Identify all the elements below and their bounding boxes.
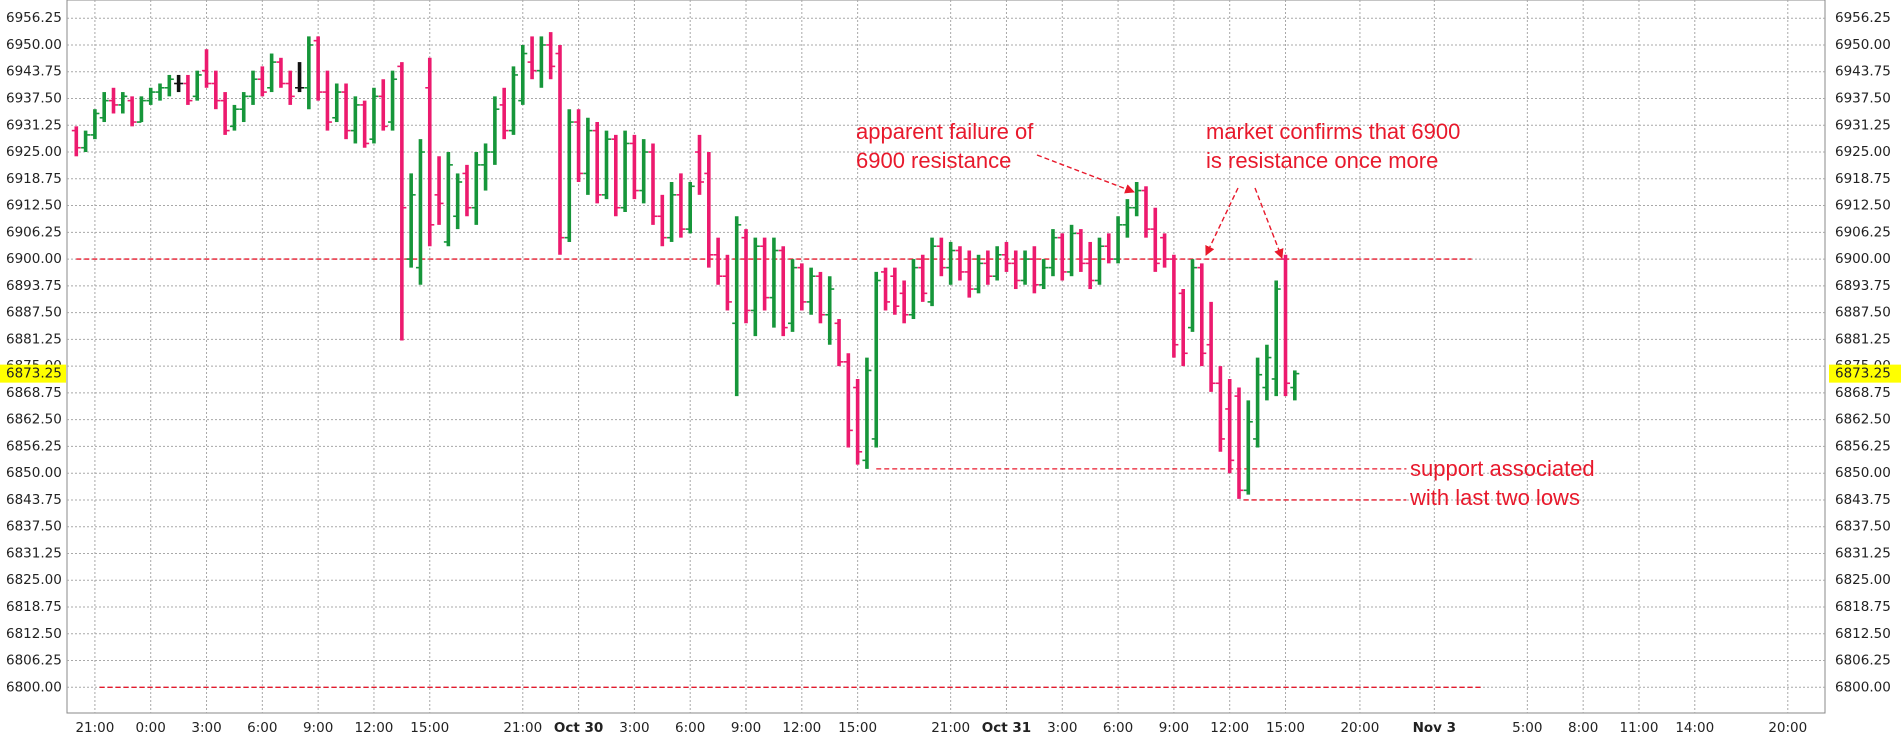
last-price-badge: [0, 364, 66, 383]
y-tick-label: 6912.50: [6, 198, 62, 214]
y-tick-label-right: 6850.00: [1835, 465, 1891, 481]
y-tick-label: 6812.50: [6, 626, 62, 642]
y-tick-label: 6937.50: [6, 90, 62, 106]
x-tick-label: 12:00: [1210, 720, 1249, 736]
y-tick-label-right: 6937.50: [1835, 90, 1891, 106]
annotation-text: is resistance once more: [1206, 148, 1438, 173]
annotation-arrow: [1205, 187, 1239, 256]
y-tick-label: 6881.25: [6, 331, 62, 347]
x-tick-label: 0:00: [136, 720, 166, 736]
y-tick-label-right: 6812.50: [1835, 626, 1891, 642]
y-tick-label: 6956.25: [6, 10, 62, 26]
y-tick-label: 6887.50: [6, 305, 62, 321]
x-tick-label: 15:00: [1266, 720, 1305, 736]
x-tick-label: Oct 31: [982, 720, 1031, 736]
last-price-label: 6873.25: [1835, 366, 1891, 382]
x-tick-label: 21:00: [931, 720, 970, 736]
annotation-arrow: [1254, 187, 1284, 259]
x-tick-label: Oct 30: [554, 720, 603, 736]
x-tick-label: 6:00: [1103, 720, 1133, 736]
y-tick-label-right: 6881.25: [1835, 331, 1891, 347]
x-tick-label: 12:00: [782, 720, 821, 736]
x-tick-label: 5:00: [1512, 720, 1542, 736]
y-tick-label-right: 6868.75: [1835, 385, 1891, 401]
x-tick-label: 9:00: [731, 720, 761, 736]
y-tick-label-right: 6925.00: [1835, 144, 1891, 160]
x-tick-label: 11:00: [1620, 720, 1659, 736]
y-tick-label: 6837.50: [6, 519, 62, 535]
y-tick-label: 6893.75: [6, 278, 62, 294]
y-tick-label: 6918.75: [6, 171, 62, 187]
annotation-text: 6900 resistance: [856, 148, 1011, 173]
x-tick-label: 3:00: [1047, 720, 1077, 736]
y-tick-label-right: 6906.25: [1835, 224, 1891, 240]
y-tick-label: 6825.00: [6, 572, 62, 588]
y-tick-label: 6850.00: [6, 465, 62, 481]
y-tick-label: 6856.25: [6, 438, 62, 454]
y-tick-label: 6868.75: [6, 385, 62, 401]
y-tick-label-right: 6825.00: [1835, 572, 1891, 588]
y-tick-label: 6931.25: [6, 117, 62, 133]
annotation-arrow: [1036, 154, 1135, 194]
annotation-text: support associated: [1410, 456, 1595, 481]
y-tick-label-right: 6831.25: [1835, 545, 1891, 561]
y-tick-label-right: 6806.25: [1835, 653, 1891, 669]
annotation-text: with last two lows: [1409, 485, 1580, 510]
y-tick-label-right: 6950.00: [1835, 37, 1891, 53]
x-tick-label: 21:00: [75, 720, 114, 736]
x-tick-label: 6:00: [675, 720, 705, 736]
x-tick-label: 9:00: [1159, 720, 1189, 736]
x-tick-label: 3:00: [619, 720, 649, 736]
x-tick-label: Nov 3: [1413, 720, 1456, 736]
x-tick-label: 15:00: [838, 720, 877, 736]
y-tick-label-right: 6931.25: [1835, 117, 1891, 133]
x-tick-label: 15:00: [410, 720, 449, 736]
last-price-badge: [1829, 364, 1901, 383]
y-tick-label: 6906.25: [6, 224, 62, 240]
x-tick-label: 12:00: [354, 720, 393, 736]
y-tick-label-right: 6800.00: [1835, 679, 1891, 695]
y-tick-label-right: 6918.75: [1835, 171, 1891, 187]
y-tick-label: 6925.00: [6, 144, 62, 160]
y-tick-label: 6843.75: [6, 492, 62, 508]
y-tick-label: 6943.75: [6, 64, 62, 80]
last-price-label: 6873.25: [6, 366, 62, 382]
y-tick-label-right: 6893.75: [1835, 278, 1891, 294]
y-tick-label-right: 6956.25: [1835, 10, 1891, 26]
y-tick-label-right: 6856.25: [1835, 438, 1891, 454]
y-tick-label: 6806.25: [6, 653, 62, 669]
y-tick-label-right: 6843.75: [1835, 492, 1891, 508]
x-tick-label: 6:00: [247, 720, 277, 736]
annotation-text: market confirms that 6900: [1206, 119, 1460, 144]
x-tick-label: 20:00: [1768, 720, 1807, 736]
y-tick-label-right: 6887.50: [1835, 305, 1891, 321]
annotation-text: apparent failure of: [856, 119, 1034, 144]
x-tick-label: 8:00: [1568, 720, 1598, 736]
x-tick-label: 9:00: [303, 720, 333, 736]
y-tick-label: 6900.00: [6, 251, 62, 267]
y-tick-label-right: 6912.50: [1835, 198, 1891, 214]
y-tick-label-right: 6862.50: [1835, 412, 1891, 428]
y-tick-label-right: 6818.75: [1835, 599, 1891, 615]
y-tick-label: 6818.75: [6, 599, 62, 615]
x-tick-label: 21:00: [503, 720, 542, 736]
x-tick-label: 20:00: [1340, 720, 1379, 736]
y-tick-label-right: 6900.00: [1835, 251, 1891, 267]
y-tick-label: 6831.25: [6, 545, 62, 561]
y-tick-label: 6950.00: [6, 37, 62, 53]
y-tick-label-right: 6837.50: [1835, 519, 1891, 535]
y-tick-label-right: 6943.75: [1835, 64, 1891, 80]
y-tick-label: 6800.00: [6, 679, 62, 695]
x-tick-label: 3:00: [191, 720, 221, 736]
y-tick-label: 6862.50: [6, 412, 62, 428]
plot-area: [66, 0, 1826, 714]
x-tick-label: 14:00: [1675, 720, 1714, 736]
